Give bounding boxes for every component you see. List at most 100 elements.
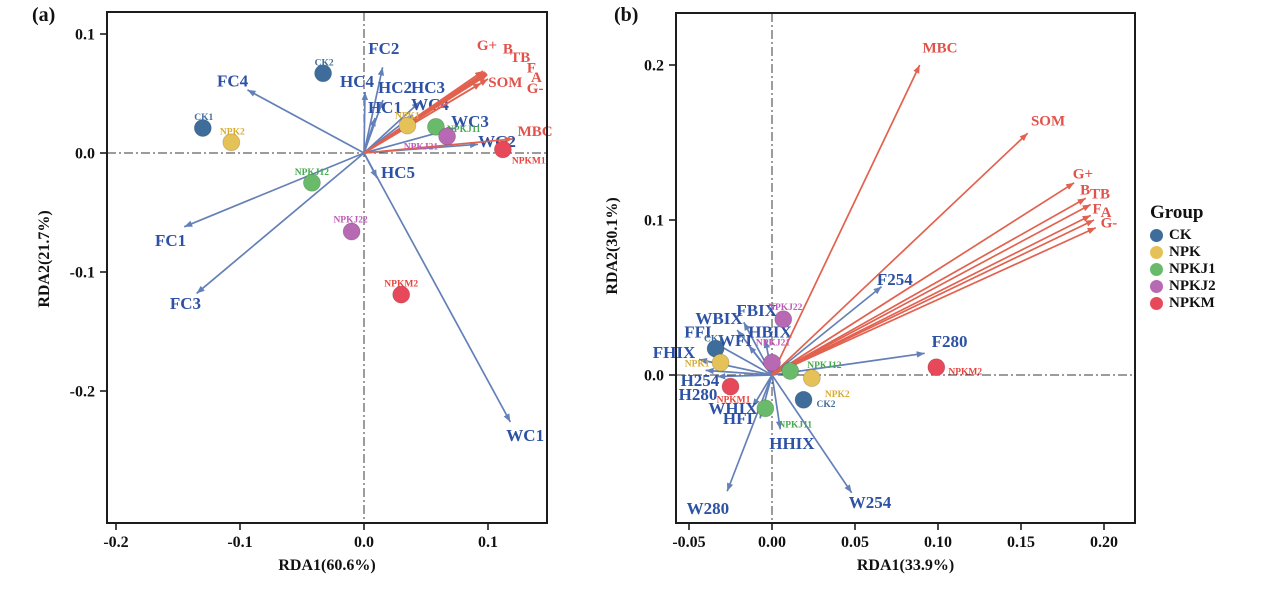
group-legend: Group CK NPK NPKJ1 NPKJ2 NPKM xyxy=(1150,202,1216,312)
npk-swatch-icon xyxy=(1150,246,1163,259)
panel-a-species-arrow-HC1: HC1 xyxy=(363,98,402,154)
site-point xyxy=(303,173,321,192)
arrowhead-icon xyxy=(247,89,256,97)
npkj2-swatch-icon xyxy=(1150,280,1163,293)
panel-b-env-arrow-F: F xyxy=(771,201,1102,376)
site-label: NPK1 xyxy=(685,360,710,370)
site-point xyxy=(314,64,332,83)
site-label: NPKJ12 xyxy=(807,361,842,371)
site-point xyxy=(711,353,730,372)
arrowhead-icon xyxy=(727,482,734,492)
legend-item-npkj1: NPKJ1 xyxy=(1150,261,1216,278)
arrow-shaft xyxy=(771,203,1092,376)
env-arrow-label: SOM xyxy=(1031,113,1065,129)
panel-b-env-arrow-SOM: SOM xyxy=(771,113,1065,376)
site-label: CK1 xyxy=(194,113,213,123)
species-arrow-label: WHIX xyxy=(708,399,758,418)
x-tick-label: 0.15 xyxy=(1007,534,1035,551)
arrowhead-icon xyxy=(844,484,852,493)
panel-b-species-arrow-F254: F254 xyxy=(771,270,913,376)
arrowhead-icon xyxy=(370,169,378,178)
y-tick-label: 0.0 xyxy=(644,368,664,385)
arrowhead-icon xyxy=(1082,215,1091,222)
arrowhead-icon xyxy=(1085,220,1095,227)
y-tick-label: 0.1 xyxy=(644,213,664,230)
arrow-shaft xyxy=(771,132,1029,376)
panel-b-xaxis-title: RDA1(33.9%) xyxy=(856,557,955,574)
species-arrow-label: WC3 xyxy=(451,112,489,131)
panel-a-species-arrow-FC4: FC4 xyxy=(217,71,365,154)
arrow-shaft xyxy=(771,226,1097,376)
arrow-shaft xyxy=(363,78,489,154)
arrow-shaft xyxy=(771,285,883,376)
x-tick-label: 0.0 xyxy=(354,534,374,551)
arrowhead-icon xyxy=(479,78,488,86)
panel-a-site-NPK2: NPK2 xyxy=(220,127,245,152)
arrowhead-icon xyxy=(478,75,488,83)
env-arrow-label: B xyxy=(503,42,513,58)
site-point xyxy=(721,377,740,396)
arrowhead-icon xyxy=(377,100,384,109)
env-arrow-label: G- xyxy=(1101,215,1118,231)
site-point xyxy=(392,285,411,304)
arrow-shaft xyxy=(363,91,366,154)
species-arrow-label: WC4 xyxy=(411,95,449,114)
arrow-shaft xyxy=(363,138,513,154)
env-arrow-label: MBC xyxy=(518,124,553,140)
arrow-shaft xyxy=(705,369,773,376)
arrow-shaft xyxy=(771,219,1095,376)
arrowhead-icon xyxy=(1087,227,1096,234)
panel-b-site-CK2: CK2 xyxy=(794,390,836,410)
arrowhead-icon xyxy=(377,67,385,76)
species-arrow-label: W254 xyxy=(849,493,892,512)
arrow-shaft xyxy=(183,152,365,228)
panel-b-env-arrow-B: B xyxy=(771,182,1090,376)
arrow-shaft xyxy=(363,152,512,423)
site-point xyxy=(222,133,241,152)
legend-label: NPKJ2 xyxy=(1169,278,1216,294)
x-tick-label: 0.00 xyxy=(758,534,786,551)
arrow-shaft xyxy=(771,374,782,430)
site-point xyxy=(342,222,361,241)
site-label: NPKJ12 xyxy=(295,168,330,178)
panel-b-site-NPKM2: NPKM2 xyxy=(927,358,982,377)
arrowhead-icon xyxy=(196,285,205,294)
env-arrow-label: A xyxy=(1101,205,1112,221)
site-point xyxy=(763,353,781,372)
panel-b-env-arrow-MBC: MBC xyxy=(771,40,957,376)
arrowhead-icon xyxy=(873,286,882,295)
panel-a-species-arrow-HC3: HC3 xyxy=(363,78,445,154)
species-arrow-label: FHIX xyxy=(653,343,696,362)
legend-label: CK xyxy=(1169,227,1192,243)
env-arrow-label: F xyxy=(1092,201,1101,217)
site-label: NPKJ21 xyxy=(404,142,439,152)
x-tick-label: -0.1 xyxy=(227,534,252,551)
panel-a-site-NPKJ21: NPKJ21 xyxy=(404,127,456,152)
site-label: NPK2 xyxy=(825,390,850,400)
arrowhead-icon xyxy=(1065,182,1075,190)
site-label: CK2 xyxy=(817,400,836,410)
panel-a-site-NPKJ12: NPKJ12 xyxy=(295,168,330,192)
panel-b-species-arrow-W254: W254 xyxy=(771,374,892,512)
env-arrow-label: MBC xyxy=(922,40,957,56)
panel-b-site-NPKJ22: NPKJ22 xyxy=(768,303,803,329)
env-arrow-label: TB xyxy=(1090,186,1110,202)
arrowhead-icon xyxy=(717,373,726,380)
arrowhead-icon xyxy=(369,118,376,127)
species-arrow-label: W280 xyxy=(687,499,730,518)
species-arrow-label: FC3 xyxy=(170,294,201,313)
legend-label: NPK xyxy=(1169,244,1201,260)
arrowhead-icon xyxy=(411,101,420,110)
site-point xyxy=(193,119,212,137)
arrowhead-icon xyxy=(737,330,745,339)
site-label: NPK2 xyxy=(220,127,245,137)
panel-b-species-arrow-FHIX: FHIX xyxy=(653,343,773,376)
species-arrow-label: HC3 xyxy=(411,78,445,97)
site-point xyxy=(774,310,793,329)
species-arrow-label: HHIX xyxy=(769,434,815,453)
panel-a-site-CK1: CK1 xyxy=(193,113,214,137)
panel-b-site-NPKJ11: NPKJ11 xyxy=(756,399,812,430)
site-label: NPKM1 xyxy=(717,396,751,406)
legend-label: NPKJ1 xyxy=(1169,261,1216,277)
